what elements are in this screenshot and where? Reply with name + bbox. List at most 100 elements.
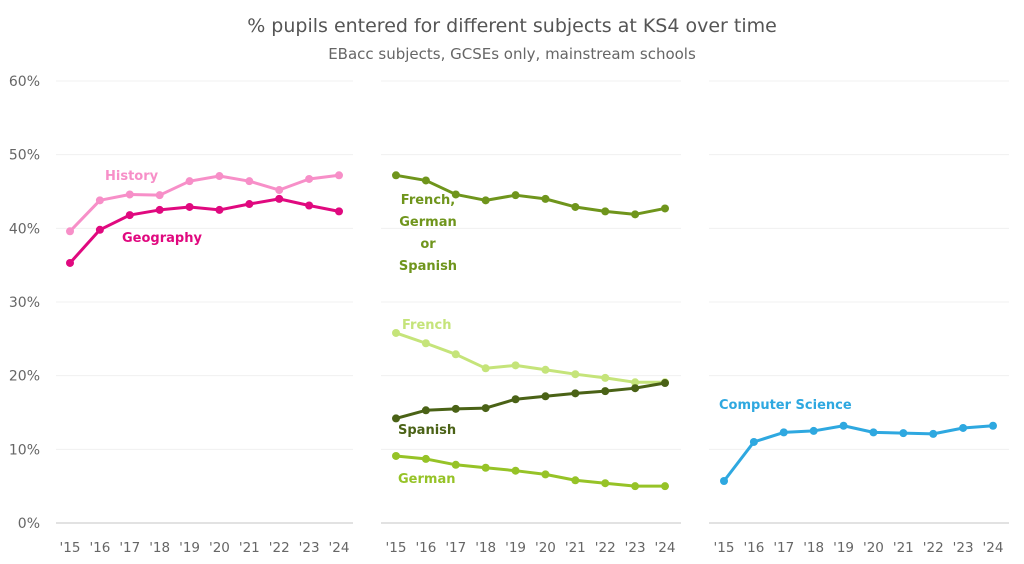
data-point: [185, 202, 194, 211]
panel-languages: '15 '16 '17 '18 '19 '20 '21 '22 '23 '24 French, Ger…: [381, 80, 681, 556]
series-label: French: [402, 318, 452, 333]
x-tick-label: '21: [893, 540, 914, 556]
data-point: [451, 460, 460, 469]
data-point: [451, 350, 460, 359]
data-point: [481, 463, 490, 472]
y-axis: 0% 10% 20% 30% 40% 50% 60%: [9, 74, 40, 532]
series-geography: Geography: [66, 194, 343, 267]
x-tick-label: '23: [625, 540, 646, 556]
series-line: [395, 381, 666, 420]
y-tick-label: 30%: [9, 295, 40, 311]
data-point: [392, 328, 400, 337]
data-point: [511, 466, 520, 475]
data-point: [125, 211, 134, 220]
series-line: [395, 331, 665, 384]
data-point: [511, 361, 520, 370]
series-label: or: [420, 237, 436, 252]
x-tick-label: '21: [565, 540, 586, 556]
x-tick-label: '24: [329, 540, 350, 556]
data-point: [511, 395, 520, 404]
x-tick-label: '22: [923, 540, 944, 556]
series-label: Spanish: [399, 259, 457, 274]
data-point: [66, 258, 74, 267]
data-point: [749, 437, 758, 446]
panels: '15 '16 '17 '18 '19 '20 '21 '22 '23 '24 History Geo…: [56, 80, 1009, 556]
x-tick-label: '16: [415, 540, 436, 556]
data-point: [245, 177, 254, 186]
x-tick-label: '20: [209, 540, 230, 556]
data-point: [631, 384, 640, 393]
data-point: [541, 392, 550, 401]
data-point: [66, 227, 74, 236]
data-point: [392, 171, 400, 180]
data-point: [571, 389, 580, 398]
x-tick-label: '17: [773, 540, 794, 556]
x-tick-label: '19: [833, 540, 854, 556]
data-point: [601, 479, 610, 488]
data-point: [601, 387, 610, 396]
x-tick-label: '21: [239, 540, 260, 556]
data-point: [451, 404, 460, 413]
data-point: [155, 205, 164, 214]
data-point: [661, 482, 669, 491]
series-line: [395, 173, 666, 216]
x-tick-label: '18: [803, 540, 824, 556]
data-point: [809, 426, 818, 435]
y-tick-label: 20%: [9, 369, 40, 385]
data-point: [989, 421, 997, 430]
data-point: [275, 194, 284, 203]
data-point: [335, 207, 343, 216]
x-tick-label: '16: [89, 540, 110, 556]
x-tick-label: '20: [863, 540, 884, 556]
x-tick-label: '24: [983, 540, 1004, 556]
data-point: [601, 373, 610, 382]
data-point: [631, 210, 640, 219]
y-tick-label: 10%: [9, 442, 40, 458]
data-point: [305, 174, 314, 183]
data-point: [541, 365, 550, 374]
data-point: [155, 191, 164, 200]
x-tick-label: '16: [743, 540, 764, 556]
x-tick-label: '20: [535, 540, 556, 556]
data-point: [215, 172, 224, 181]
panel-computing: '15 '16 '17 '18 '19 '20 '21 '22 '23 '24 Computer S…: [709, 80, 1009, 556]
data-point: [421, 406, 430, 415]
data-point: [245, 200, 254, 209]
data-point: [601, 207, 610, 216]
series-label: Computer Science: [719, 398, 852, 413]
data-point: [185, 177, 194, 186]
data-point: [511, 191, 520, 200]
data-point: [421, 454, 430, 463]
data-point: [541, 194, 550, 203]
series-french-german-or-spanish: French, German or Spanish: [392, 171, 669, 274]
data-point: [571, 202, 580, 211]
data-point: [215, 205, 224, 214]
data-point: [392, 414, 400, 423]
series-computer-science: Computer Science: [719, 398, 997, 486]
data-point: [571, 370, 580, 379]
x-tick-label: '24: [655, 540, 676, 556]
data-point: [720, 477, 728, 486]
series-history: History: [66, 169, 343, 236]
data-point: [661, 204, 669, 213]
data-point: [631, 378, 640, 387]
y-tick-label: 0%: [18, 516, 40, 532]
series-french: French: [392, 318, 669, 387]
x-tick-label: '23: [299, 540, 320, 556]
x-tick-label: '18: [149, 540, 170, 556]
data-point: [481, 196, 490, 205]
data-point: [481, 364, 490, 373]
series-german: German: [392, 451, 669, 491]
data-point: [661, 379, 669, 388]
series-label: History: [105, 169, 159, 184]
series-line: [395, 454, 665, 488]
series-label: Spanish: [398, 423, 456, 438]
x-tick-label: '23: [953, 540, 974, 556]
data-point: [631, 482, 640, 491]
chart-title: % pupils entered for different subjects …: [247, 15, 777, 37]
series-line: [68, 197, 340, 264]
series-line: [722, 424, 994, 482]
data-point: [421, 339, 430, 348]
data-point: [451, 190, 460, 199]
data-point: [95, 196, 104, 205]
